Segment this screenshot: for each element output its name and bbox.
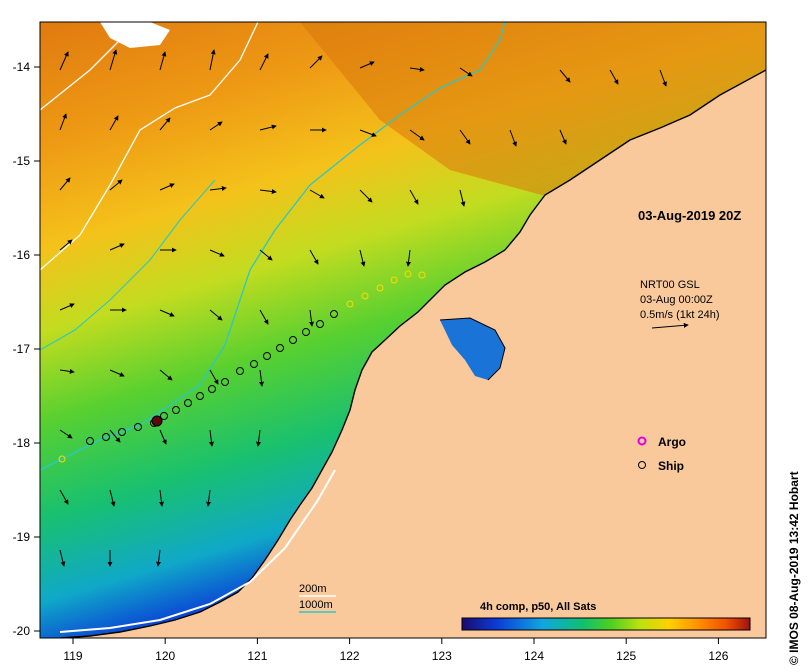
y-tick-label: -15: [13, 154, 31, 168]
timestamp-label: 03-Aug-2019 20Z: [638, 208, 741, 223]
x-axis-longitude: 119 120 121 122 123 124 125 126: [63, 638, 729, 663]
colorbar-tick-label: 22: [498, 639, 510, 651]
y-tick-label: -18: [13, 436, 31, 450]
contour-legend: 200m 1000m: [299, 583, 336, 613]
contour-200m-label: 200m: [299, 583, 327, 595]
colorbar: 4h comp, p50, All Sats 22 23 24 25 26 27: [461, 601, 751, 651]
ship-track: [86, 310, 338, 445]
current-vectors: [59, 49, 667, 567]
y-tick-label: -19: [13, 530, 31, 544]
argo-legend-label: Argo: [658, 435, 686, 449]
y-tick-label: -16: [13, 248, 31, 262]
land-mass: [60, 70, 766, 638]
ship-current-position: [151, 415, 163, 427]
current-vector-legend: NRT00 GSL 03-Aug 00:00Z 0.5m/s (1kt 24h): [640, 279, 719, 329]
argo-marker-icon: [637, 436, 647, 446]
y-tick-label: -17: [13, 342, 31, 356]
ship-marker-icon: [638, 461, 646, 469]
x-tick-label: 120: [155, 649, 175, 663]
markers-legend: Argo Ship: [637, 435, 686, 473]
contour-1000m-label: 1000m: [299, 599, 333, 611]
ship-legend-label: Ship: [658, 459, 684, 473]
coastline: [59, 69, 766, 638]
credit-label: © IMOS 08-Aug-2019 13:42 Hobart: [787, 471, 801, 665]
x-tick-label: 125: [616, 649, 636, 663]
contour-200m-line: [40, 22, 259, 271]
current-legend-line3: 0.5m/s (1kt 24h): [640, 309, 719, 321]
plot-frame: [39, 21, 767, 639]
colorbar-gradient: [461, 617, 751, 631]
colorbar-title: 4h comp, p50, All Sats: [480, 601, 596, 613]
y-axis-latitude: -14 -15 -16 -17 -18 -19 -20: [13, 60, 40, 638]
x-tick-label: 119: [63, 649, 82, 663]
contour-1000m-line: [40, 22, 506, 471]
current-legend-line2: 03-Aug 00:00Z: [640, 294, 713, 306]
y-tick-label: -14: [13, 60, 31, 74]
y-tick-label: -20: [13, 624, 31, 638]
map-plot-area: Argo Ship 03-Aug-2019 20Z NRT00 GSL 03-A…: [40, 22, 766, 651]
x-tick-label: 123: [432, 649, 452, 663]
x-tick-label: 122: [340, 649, 360, 663]
colorbar-tick-label: 24: [584, 639, 596, 651]
x-tick-label: 126: [708, 649, 728, 663]
reference-arrow-icon: [651, 322, 689, 329]
x-tick-label: 121: [247, 649, 267, 663]
x-tick-label: 124: [524, 649, 544, 663]
current-legend-line1: NRT00 GSL: [640, 279, 700, 291]
colorbar-tick-label: 26: [670, 639, 682, 651]
